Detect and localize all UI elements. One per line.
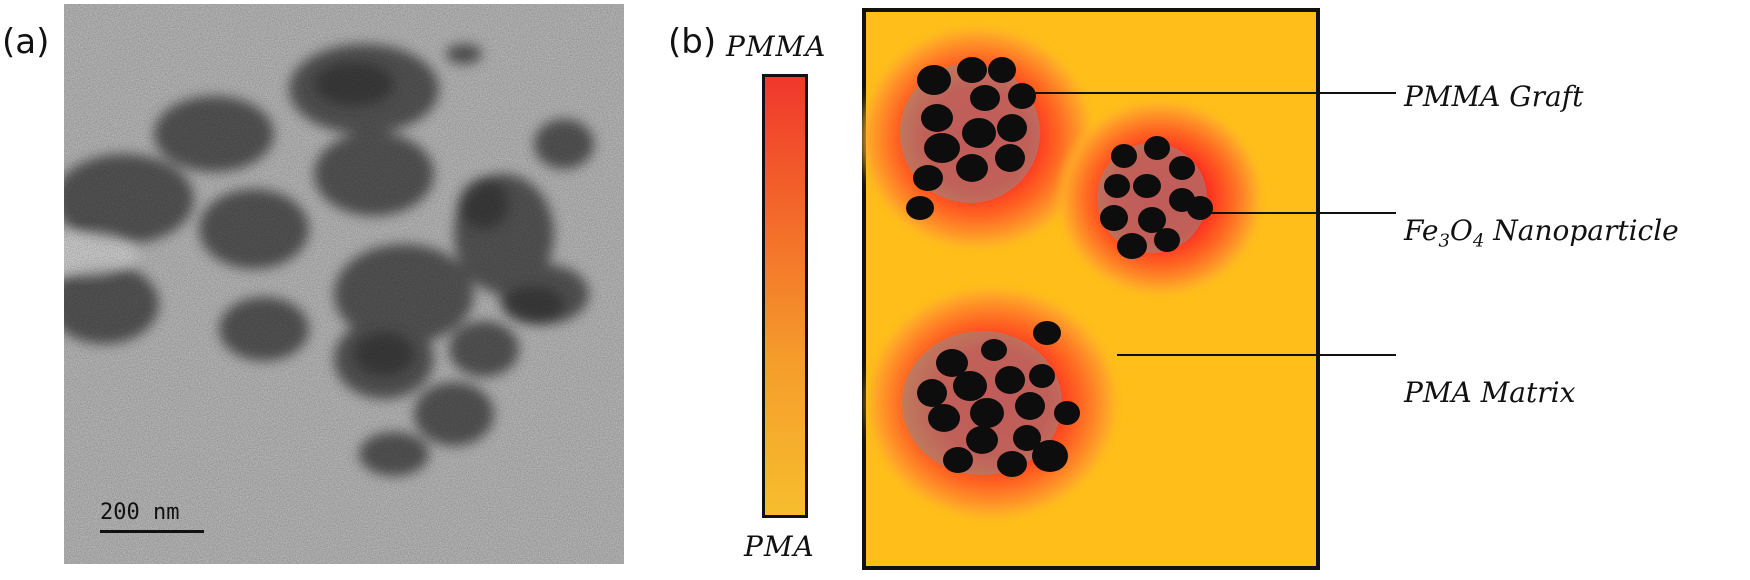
scale-bar [100, 530, 204, 533]
callout-line-extensions [1320, 92, 1396, 356]
callout-pmma-graft: PMMA Graft [1404, 80, 1584, 113]
scale-bar-label: 200 nm [100, 500, 180, 525]
callout-fe3o4-nanoparticle: Fe3O4 Nanoparticle [1404, 214, 1679, 252]
panel-label-b: (b) [668, 22, 717, 62]
composition-gradient-bar [762, 74, 808, 518]
cluster-bottom [862, 283, 1122, 523]
panel-label-a: (a) [2, 22, 50, 62]
tem-image [64, 4, 624, 564]
callout-lines [1032, 92, 1320, 356]
nanocomposite-schematic [862, 8, 1320, 570]
gradient-bottom-label: PMA [744, 530, 815, 563]
tem-micrograph: 200 nm [64, 4, 624, 564]
gradient-top-label: PMMA [726, 30, 827, 63]
cluster-right [1055, 98, 1265, 298]
callout-pma-matrix: PMA Matrix [1404, 376, 1576, 409]
cluster-top-left [862, 23, 1097, 253]
